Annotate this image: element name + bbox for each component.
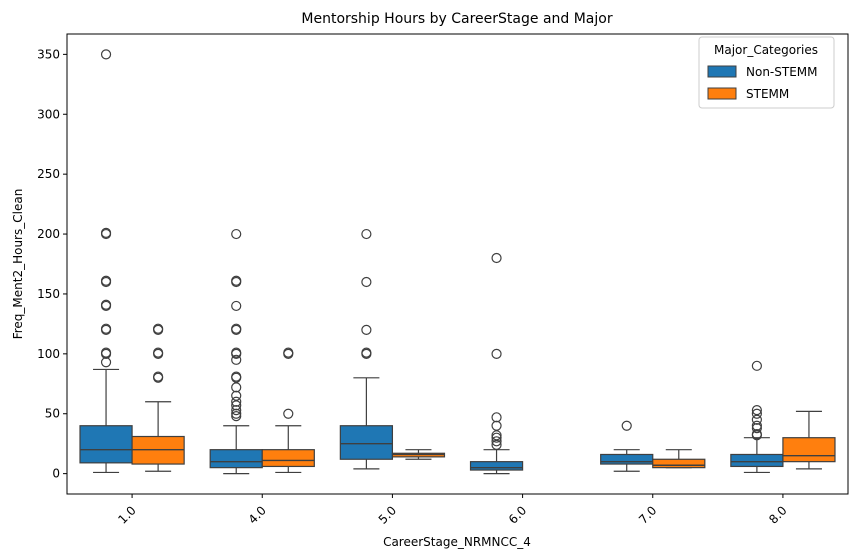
x-tick-label: 4.0 xyxy=(246,503,269,526)
legend-title: Major_Categories xyxy=(714,43,818,57)
outlier-point xyxy=(100,275,112,286)
x-tick-label: 5.0 xyxy=(376,503,399,526)
iqr-box xyxy=(79,425,133,464)
outlier-point xyxy=(751,408,762,419)
outlier-point xyxy=(231,347,242,358)
outlier-point xyxy=(231,405,242,416)
outlier-point xyxy=(491,412,502,423)
outlier-point xyxy=(100,227,112,238)
y-tick-label: 150 xyxy=(37,287,60,301)
outlier-point xyxy=(491,436,502,447)
x-tick-label: 1.0 xyxy=(115,503,138,526)
y-tick-label: 350 xyxy=(37,47,60,61)
outlier-point xyxy=(100,357,112,368)
legend-swatch-non-stemm xyxy=(707,65,737,78)
x-axis: 1.0 4.0 5.0 6.0 7.0 8.0 xyxy=(115,494,790,527)
iqr-box xyxy=(730,453,784,468)
iqr-box xyxy=(782,437,836,463)
outlier-point xyxy=(231,396,242,407)
y-tick-label: 200 xyxy=(37,227,60,241)
plot-frame xyxy=(66,33,849,495)
iqr-box xyxy=(652,458,706,469)
outlier-point xyxy=(283,408,294,419)
outlier-point xyxy=(361,324,372,335)
outlier-point xyxy=(491,420,502,431)
y-axis-label: Freq_Ment2_Hours_Clean xyxy=(11,189,25,340)
outlier-point xyxy=(231,382,242,393)
y-tick-label: 300 xyxy=(37,107,60,121)
outlier-point xyxy=(100,347,112,358)
x-tick-label: 8.0 xyxy=(766,503,789,526)
outlier-point xyxy=(361,347,372,358)
outlier-point xyxy=(491,252,502,264)
outlier-point xyxy=(361,228,372,240)
outlier-point xyxy=(751,405,762,416)
box-group xyxy=(261,347,315,474)
outlier-point xyxy=(231,371,242,382)
chart-title: Mentorship Hours by CareerStage and Majo… xyxy=(301,11,612,27)
y-tick-label: 50 xyxy=(45,407,60,421)
legend: Major_Categories Non-STEMM STEMM xyxy=(698,36,835,109)
outlier-point xyxy=(231,323,242,334)
outlier-point xyxy=(751,360,762,371)
x-axis-label: CareerStage_NRMNCC_4 xyxy=(383,535,531,549)
outlier-point xyxy=(231,354,242,365)
outlier-point xyxy=(621,420,632,431)
outlier-point xyxy=(153,323,164,334)
iqr-box xyxy=(209,449,263,469)
y-axis: 0 50 100 150 200 250 300 350 xyxy=(37,47,67,481)
box-group xyxy=(782,410,836,470)
plot-area xyxy=(79,49,836,475)
x-tick-label: 7.0 xyxy=(636,503,659,526)
y-tick-label: 0 xyxy=(52,467,60,481)
iqr-box xyxy=(469,461,524,471)
legend-swatch-stemm xyxy=(707,87,737,100)
iqr-box xyxy=(600,453,654,465)
outlier-point xyxy=(491,348,502,359)
box-group xyxy=(131,323,185,472)
box-group xyxy=(209,228,263,475)
outlier-point xyxy=(153,371,164,382)
outlier-point xyxy=(231,228,242,240)
outlier-point xyxy=(153,347,164,358)
box-group xyxy=(652,449,706,469)
legend-label-stemm: STEMM xyxy=(746,87,789,101)
outlier-point xyxy=(100,299,112,310)
outlier-point xyxy=(231,390,242,401)
outlier-point xyxy=(231,275,242,286)
outlier-point xyxy=(283,347,294,358)
box-group xyxy=(391,449,446,460)
outlier-point xyxy=(100,49,112,60)
box-group xyxy=(469,252,524,475)
outlier-point xyxy=(100,323,112,334)
outlier-point xyxy=(231,300,242,312)
outlier-point xyxy=(361,276,372,288)
x-tick-label: 6.0 xyxy=(506,503,529,526)
legend-label-non-stemm: Non-STEMM xyxy=(746,65,818,79)
y-tick-label: 250 xyxy=(37,167,60,181)
outlier-point xyxy=(751,429,762,440)
iqr-box xyxy=(261,449,315,468)
box-group xyxy=(730,360,784,474)
box-group xyxy=(79,49,133,474)
box-group xyxy=(339,228,394,470)
iqr-box xyxy=(339,425,394,460)
outlier-point xyxy=(231,408,242,419)
outlier-point xyxy=(751,420,762,431)
y-tick-label: 100 xyxy=(37,347,60,361)
box-group xyxy=(600,420,654,472)
